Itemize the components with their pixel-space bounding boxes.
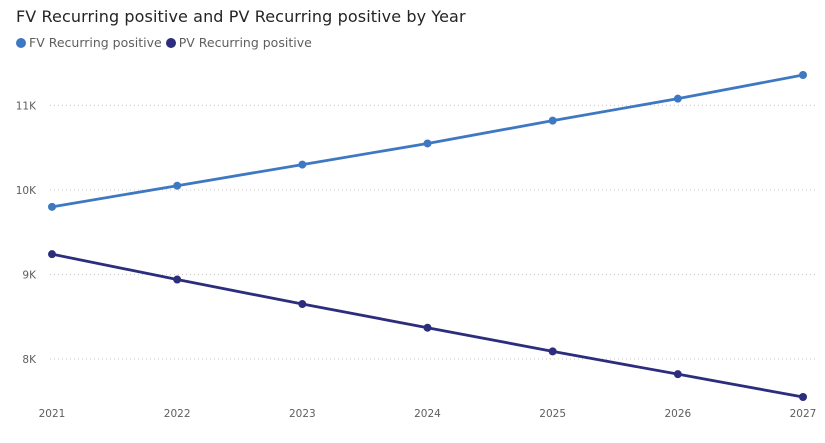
y-tick-label-10k: 10K <box>16 185 37 197</box>
legend-label-pv: PV Recurring positive <box>178 35 312 50</box>
data-point-fv-2025 <box>548 116 557 125</box>
data-point-pv-2024 <box>423 323 432 332</box>
legend-marker-fv <box>16 37 26 48</box>
legend: FV Recurring positive PV Recurring posit… <box>16 35 316 50</box>
x-tick-label-2027: 2027 <box>790 408 817 420</box>
x-tick-label-2021: 2021 <box>39 408 66 420</box>
legend-item-fv[interactable]: FV Recurring positive <box>16 35 162 50</box>
data-point-fv-2021 <box>48 202 56 211</box>
data-point-fv-2023 <box>298 160 307 169</box>
data-point-pv-2027 <box>799 393 807 401</box>
data-point-pv-2022 <box>173 275 182 284</box>
legend-marker-pv <box>165 37 176 48</box>
legend-item-pv[interactable]: PV Recurring positive <box>165 35 312 50</box>
data-point-pv-2025 <box>548 347 557 356</box>
data-point-fv-2022 <box>173 181 182 190</box>
x-tick-label-2022: 2022 <box>164 408 191 420</box>
data-point-fv-2026 <box>673 94 682 103</box>
y-tick-label-8k: 8K <box>22 354 37 366</box>
y-tick-label-11k: 11K <box>16 100 37 112</box>
y-tick-label-9k: 9K <box>22 269 37 281</box>
chart-title: FV Recurring positive and PV Recurring p… <box>16 7 466 26</box>
data-point-pv-2021 <box>48 250 56 259</box>
x-tick-label-2026: 2026 <box>664 408 691 420</box>
data-point-fv-2024 <box>423 139 432 148</box>
data-point-fv-2027 <box>799 71 807 79</box>
x-tick-label-2025: 2025 <box>539 408 566 420</box>
data-point-pv-2026 <box>673 370 682 379</box>
data-point-pv-2023 <box>298 300 307 309</box>
x-tick-label-2024: 2024 <box>414 408 441 420</box>
legend-label-fv: FV Recurring positive <box>29 35 162 50</box>
x-tick-label-2023: 2023 <box>289 408 316 420</box>
